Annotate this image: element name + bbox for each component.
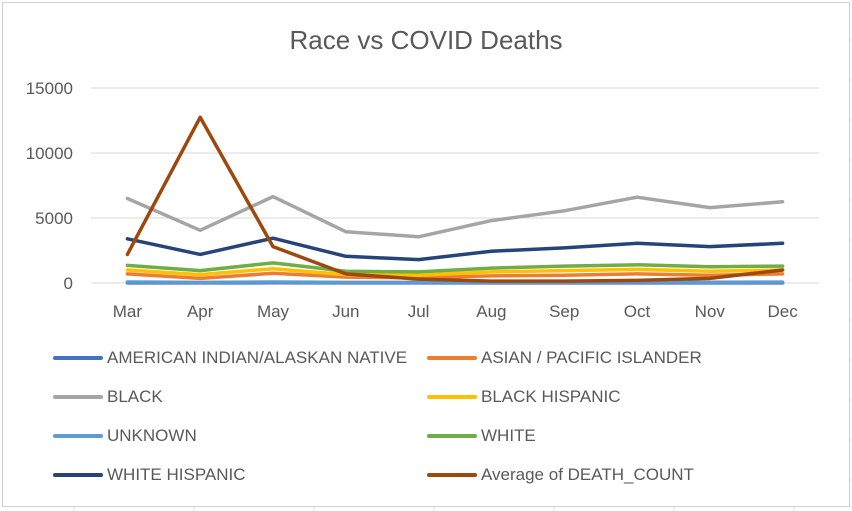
- legend-swatch: [53, 434, 103, 438]
- series-line-6[interactable]: [125, 236, 785, 262]
- x-tick-label: Sep: [549, 302, 579, 321]
- legend-swatch: [53, 473, 103, 477]
- legend-label: AMERICAN INDIAN/ALASKAN NATIVE: [107, 348, 408, 367]
- x-tick-label: Jun: [332, 302, 359, 321]
- series-line-1[interactable]: [125, 271, 785, 281]
- x-tick-label: Nov: [695, 302, 726, 321]
- y-tick-label: 15000: [26, 79, 73, 98]
- y-tick-label: 5000: [35, 209, 73, 228]
- legend-swatch: [53, 395, 103, 399]
- x-tick-label: Dec: [767, 302, 798, 321]
- plot-area: 0 5000 10000 15000 Mar Apr May Jun Jul Aug Sep Oct…: [26, 79, 819, 321]
- legend-swatch: [427, 356, 477, 360]
- legend-item[interactable]: Average of DEATH_COUNT: [427, 462, 694, 488]
- series-line-2[interactable]: [125, 194, 785, 239]
- x-tick-label: Apr: [187, 302, 214, 321]
- x-tick-label: Mar: [113, 302, 143, 321]
- legend-swatch: [53, 356, 103, 360]
- legend-label: BLACK HISPANIC: [481, 387, 621, 406]
- legend-item[interactable]: BLACK HISPANIC: [427, 384, 621, 410]
- x-axis-ticks: Mar Apr May Jun Jul Aug Sep Oct Nov Dec: [113, 302, 798, 321]
- chart-title: Race vs COVID Deaths: [289, 25, 563, 55]
- legend-item[interactable]: AMERICAN INDIAN/ALASKAN NATIVE: [53, 345, 407, 371]
- legend-swatch: [427, 473, 477, 477]
- legend-label: BLACK: [107, 387, 163, 406]
- legend-item[interactable]: BLACK: [53, 384, 163, 410]
- x-tick-label: Aug: [476, 302, 506, 321]
- y-tick-label: 0: [64, 274, 73, 293]
- legend-label: Average of DEATH_COUNT: [481, 465, 694, 484]
- legend-item[interactable]: WHITE: [427, 423, 536, 449]
- legend: AMERICAN INDIAN/ALASKAN NATIVE ASIAN / PA…: [53, 345, 833, 495]
- x-tick-label: Jul: [408, 302, 430, 321]
- legend-item[interactable]: ASIAN / PACIFIC ISLANDER: [427, 345, 702, 371]
- legend-item[interactable]: UNKNOWN: [53, 423, 197, 449]
- legend-swatch: [427, 395, 477, 399]
- y-axis-ticks: 0 5000 10000 15000: [26, 79, 73, 293]
- legend-swatch: [427, 434, 477, 438]
- series-line-3[interactable]: [125, 266, 785, 277]
- legend-label: ASIAN / PACIFIC ISLANDER: [481, 348, 702, 367]
- legend-label: WHITE HISPANIC: [107, 465, 246, 484]
- legend-label: WHITE: [481, 426, 536, 445]
- x-tick-label: May: [257, 302, 290, 321]
- legend-item[interactable]: WHITE HISPANIC: [53, 462, 246, 488]
- y-tick-label: 10000: [26, 144, 73, 163]
- series-line-7[interactable]: [125, 115, 785, 283]
- series-lines: [125, 115, 785, 285]
- x-tick-label: Oct: [624, 302, 651, 321]
- series-line-5[interactable]: [125, 261, 785, 274]
- legend-label: UNKNOWN: [107, 426, 197, 445]
